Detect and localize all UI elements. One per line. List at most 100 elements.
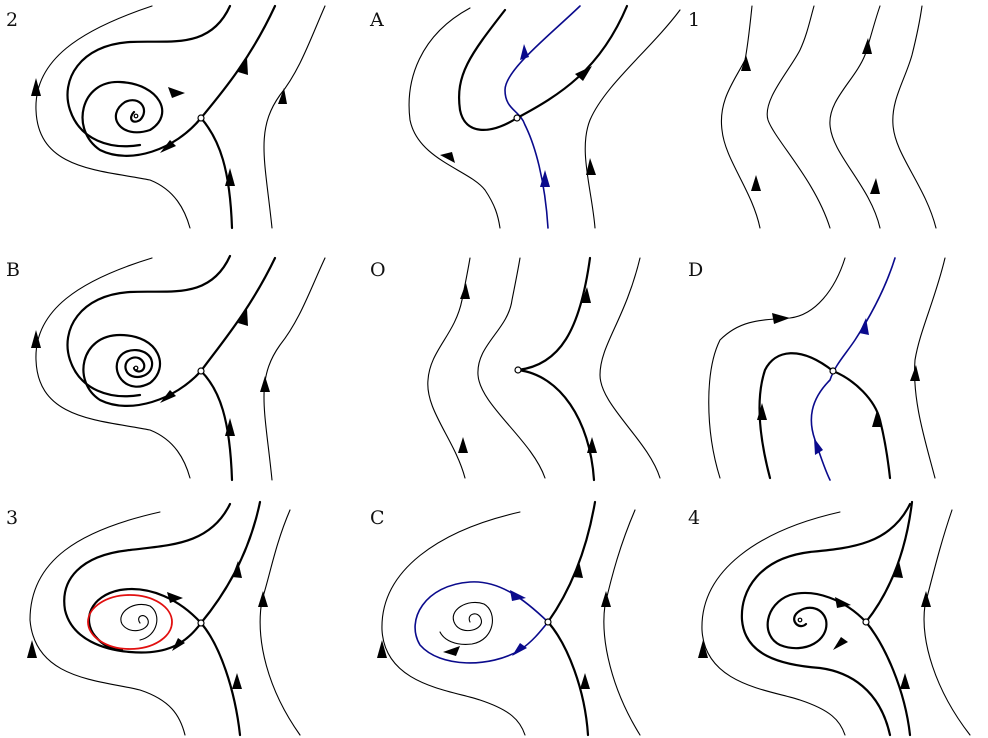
arrowhead	[814, 438, 823, 455]
inner-spiral	[439, 602, 493, 645]
arrowhead	[377, 640, 387, 658]
arrowhead	[575, 66, 592, 81]
right-trajectory	[914, 257, 946, 479]
panel-label-A: A	[369, 9, 384, 31]
focus-point	[133, 113, 139, 119]
arrowhead	[862, 38, 872, 54]
saddle-stable-bottom	[864, 620, 912, 737]
panel-B: B	[6, 254, 326, 482]
arrowhead	[225, 418, 235, 436]
panel-3: 3	[6, 500, 301, 737]
saddle-stable-bottom	[199, 369, 234, 482]
saddle-point	[862, 618, 870, 626]
panel-label-O: O	[370, 259, 386, 281]
arrowhead	[460, 283, 470, 299]
arrowhead	[167, 592, 183, 603]
panel-A: A	[369, 4, 681, 229]
panel-1: 1	[688, 5, 937, 229]
saddle-unstable-right	[199, 256, 277, 373]
arrowhead	[31, 330, 41, 348]
panel-O: O	[370, 256, 661, 482]
saddle-point	[829, 367, 837, 375]
saddle-node-point	[514, 366, 522, 374]
saddle-unstable-right	[864, 500, 914, 624]
flow-line	[766, 5, 831, 229]
arrowhead	[893, 561, 903, 578]
arrowhead	[772, 313, 790, 324]
arrowhead	[573, 561, 583, 578]
saddle-unstable-right	[199, 4, 277, 120]
blue-separatrix	[810, 257, 896, 481]
arrowhead	[238, 309, 248, 326]
flow-line	[599, 257, 661, 479]
separatrix-upper-left	[66, 4, 232, 148]
arrowhead	[698, 640, 708, 658]
flow-line	[829, 5, 881, 229]
flow-line	[720, 5, 761, 229]
flow-line	[892, 5, 937, 229]
outer-trajectory	[29, 511, 186, 736]
panel-label-1: 1	[688, 9, 700, 31]
saddle-node-separatrix-up	[516, 256, 592, 372]
arrowhead	[512, 643, 527, 656]
arrowhead	[586, 158, 596, 175]
right-trajectory	[263, 257, 326, 481]
arrowhead	[238, 58, 248, 75]
arrowhead	[581, 287, 591, 303]
saddle-unstable-right	[515, 4, 629, 120]
saddle-unstable-right	[199, 500, 262, 625]
arrowhead	[587, 437, 597, 453]
arrowhead	[872, 410, 882, 427]
arrowhead	[510, 590, 526, 601]
arrowhead	[258, 591, 268, 607]
focus-point	[133, 365, 139, 371]
separatrix-upper-left	[63, 502, 232, 654]
arrowhead	[751, 175, 761, 191]
outer-trajectory	[708, 257, 846, 479]
arrowhead	[921, 591, 931, 607]
arrowhead	[910, 365, 920, 381]
saddle-point	[197, 114, 205, 122]
right-trajectory	[923, 509, 971, 736]
focus-point	[797, 617, 803, 623]
saddle-stable-bottom	[546, 620, 590, 737]
saddle-stable-bottom	[199, 116, 234, 230]
arrowhead	[741, 55, 751, 71]
arrowhead	[440, 152, 455, 163]
arrowhead	[232, 673, 242, 689]
panel-label-3: 3	[6, 507, 18, 529]
arrowhead	[757, 403, 767, 420]
left-separatrix-arc	[758, 352, 835, 480]
arrowhead	[601, 591, 611, 607]
inner-separatrix	[87, 587, 203, 652]
panel-label-D: D	[688, 259, 703, 281]
panel-D: D	[688, 257, 946, 481]
inner-spiral	[120, 604, 158, 641]
arrowhead	[168, 87, 185, 98]
right-trajectory	[603, 509, 641, 736]
saddle-point	[513, 114, 521, 122]
right-trajectory	[263, 5, 326, 229]
flow-line	[427, 257, 471, 479]
panel-label-4: 4	[688, 507, 700, 529]
arrowhead	[833, 637, 848, 650]
arrowhead	[232, 561, 242, 578]
spiral-trajectory	[766, 591, 868, 650]
separatrix-upper-left	[740, 502, 912, 737]
outer-trajectory	[381, 511, 526, 736]
panel-2: 2	[6, 4, 326, 230]
panel-4: 4	[688, 500, 971, 737]
right-trajectory	[259, 509, 301, 736]
panel-label-2: 2	[6, 9, 18, 31]
right-separatrix-arc	[831, 369, 892, 480]
saddle-point	[197, 367, 205, 375]
arrowhead	[835, 597, 851, 608]
saddle-unstable-right	[546, 500, 597, 624]
arrowhead	[859, 318, 869, 335]
arrowhead	[540, 170, 550, 187]
arrowhead	[520, 44, 529, 60]
arrowhead	[172, 638, 185, 651]
arrowhead	[580, 673, 590, 689]
arrowhead	[458, 437, 468, 453]
